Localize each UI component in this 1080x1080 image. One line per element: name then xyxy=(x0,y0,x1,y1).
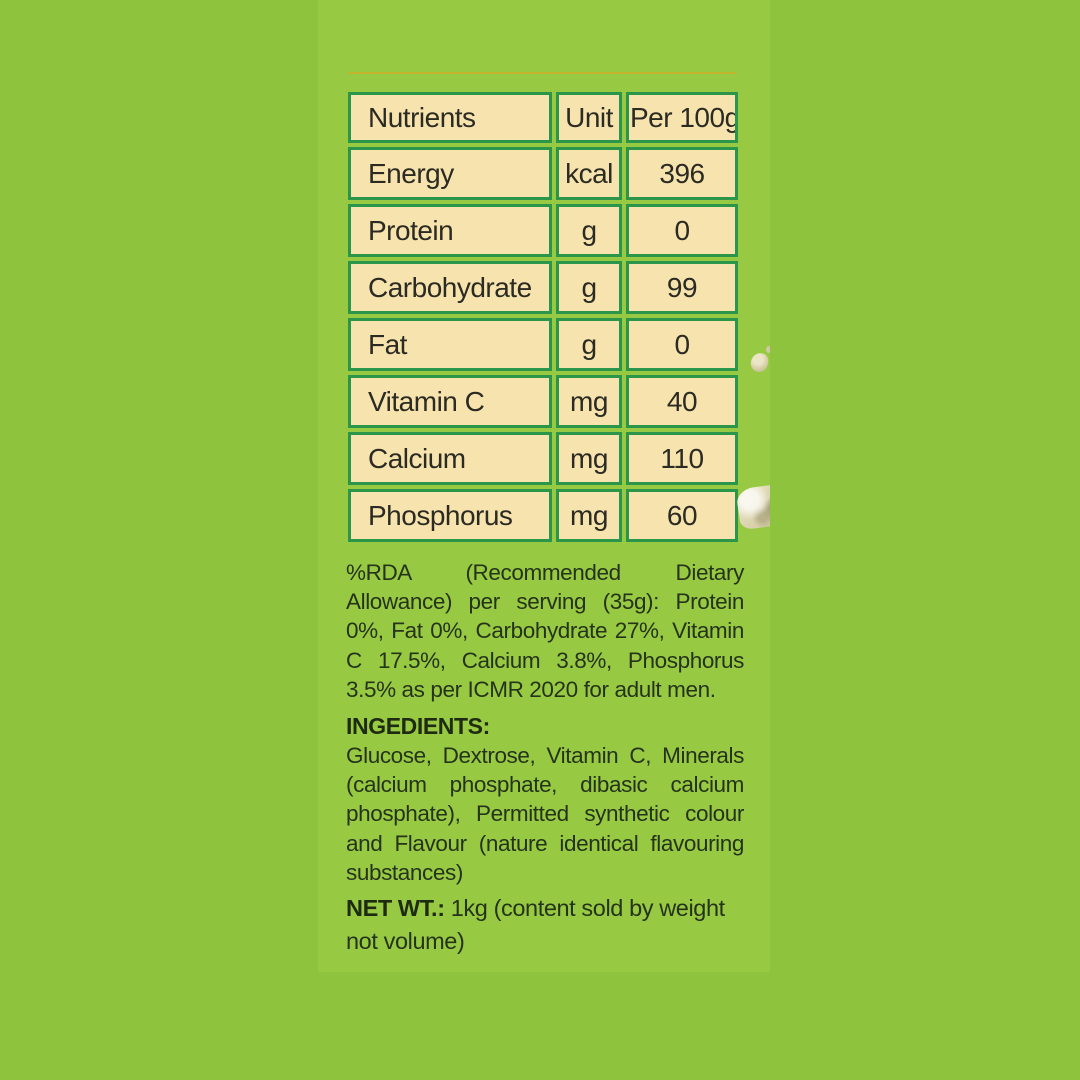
nutrient-name-cell: Carbohydrate xyxy=(348,261,552,314)
nutrient-value-cell: 110 xyxy=(626,432,738,485)
net-weight-line: NET WT.: 1kg (content sold by weight not… xyxy=(346,892,744,958)
col-header-unit: Unit xyxy=(556,92,622,143)
table-row: Carbohydrate g 99 xyxy=(348,261,738,314)
table-row: Energy kcal 396 xyxy=(348,147,738,200)
label-text-block: %RDA (Recommended Dietary Allowance) per… xyxy=(346,558,744,958)
nutrient-name-cell: Protein xyxy=(348,204,552,257)
ingredients-heading: INGEDIENTS: xyxy=(346,713,490,740)
table-row: Calcium mg 110 xyxy=(348,432,738,485)
sugar-crumb-speck xyxy=(766,346,770,353)
nutrient-unit-cell: g xyxy=(556,261,622,314)
nutrient-value-cell: 0 xyxy=(626,318,738,371)
nutrient-value-cell: 40 xyxy=(626,375,738,428)
table-row: Phosphorus mg 60 xyxy=(348,489,738,542)
nutrient-value-cell: 60 xyxy=(626,489,738,542)
col-header-nutrients: Nutrients xyxy=(348,92,552,143)
nutrient-unit-cell: kcal xyxy=(556,147,622,200)
nutrient-unit-cell: g xyxy=(556,318,622,371)
rda-paragraph: %RDA (Recommended Dietary Allowance) per… xyxy=(346,560,744,702)
label-band: Nutrients Unit Per 100g Energy kcal 396 … xyxy=(318,0,770,972)
nutrient-name-cell: Phosphorus xyxy=(348,489,552,542)
col-header-per-100g: Per 100g xyxy=(626,92,738,143)
ingredients-paragraph: Glucose, Dextrose, Vitamin C, Minerals (… xyxy=(346,743,744,885)
nutrient-name-cell: Fat xyxy=(348,318,552,371)
net-weight-label: NET WT.: xyxy=(346,895,445,922)
nutrient-name-cell: Vitamin C xyxy=(348,375,552,428)
nutrient-unit-cell: mg xyxy=(556,432,622,485)
table-row: Protein g 0 xyxy=(348,204,738,257)
nutrient-name-cell: Calcium xyxy=(348,432,552,485)
nutrient-name-cell: Energy xyxy=(348,147,552,200)
nutrition-table: Nutrients Unit Per 100g Energy kcal 396 … xyxy=(344,88,742,546)
sugar-crumb-small xyxy=(748,351,770,374)
nutrient-unit-cell: mg xyxy=(556,375,622,428)
top-accent-line xyxy=(348,72,736,74)
nutrient-value-cell: 99 xyxy=(626,261,738,314)
table-row: Fat g 0 xyxy=(348,318,738,371)
nutrient-unit-cell: g xyxy=(556,204,622,257)
net-weight-value: 1kg (content sold by weight not volume) xyxy=(346,895,725,955)
nutrient-value-cell: 396 xyxy=(626,147,738,200)
nutrient-unit-cell: mg xyxy=(556,489,622,542)
table-row: Vitamin C mg 40 xyxy=(348,375,738,428)
table-header-row: Nutrients Unit Per 100g xyxy=(348,92,738,143)
nutrient-value-cell: 0 xyxy=(626,204,738,257)
